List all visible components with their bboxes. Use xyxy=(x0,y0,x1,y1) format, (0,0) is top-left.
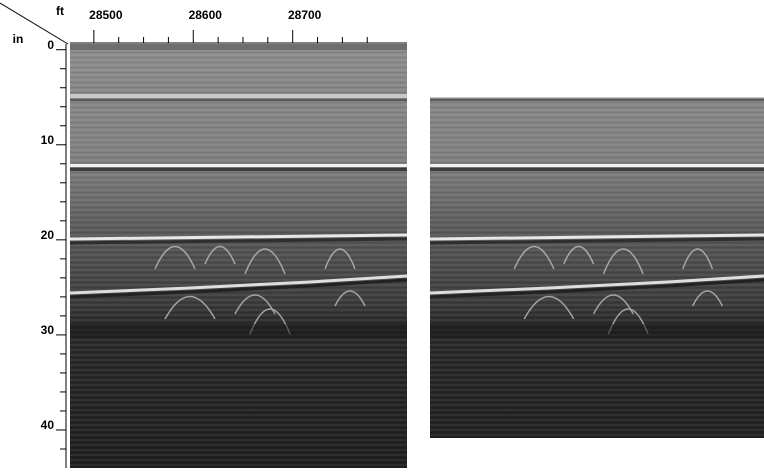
radargram-copy xyxy=(430,97,764,438)
y-tick-label: 20 xyxy=(41,228,55,242)
y-tick-label: 10 xyxy=(41,133,55,147)
y-tick-label: 0 xyxy=(47,38,54,52)
radargram-main xyxy=(70,44,407,468)
x-tick-label: 28600 xyxy=(189,8,223,22)
corner-divider xyxy=(0,2,69,45)
y-tick-label: 40 xyxy=(41,418,55,432)
x-tick-label: 28500 xyxy=(89,8,123,22)
x-axis-label: ft xyxy=(56,4,64,18)
y-axis-label: in xyxy=(13,32,24,46)
y-tick-label: 30 xyxy=(41,323,55,337)
radargram-crop xyxy=(430,97,764,438)
x-tick-label: 28700 xyxy=(288,8,322,22)
